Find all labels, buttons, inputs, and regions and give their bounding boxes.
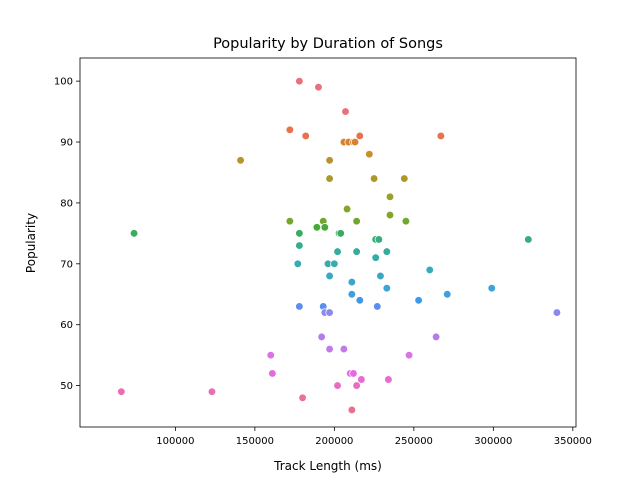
data-point xyxy=(369,174,379,183)
data-point xyxy=(382,247,391,256)
data-point xyxy=(285,125,295,135)
data-point xyxy=(325,156,334,165)
data-point xyxy=(266,351,275,360)
data-point xyxy=(207,387,217,396)
x-axis-label: Track Length (ms) xyxy=(273,459,382,473)
data-point xyxy=(355,296,364,305)
data-point xyxy=(295,302,304,311)
data-point xyxy=(295,241,304,250)
y-axis-label: Popularity xyxy=(24,213,38,273)
data-point xyxy=(385,210,395,220)
x-tick-label: 150000 xyxy=(236,436,274,447)
y-tick-label: 80 xyxy=(60,198,73,209)
data-point xyxy=(330,259,339,268)
data-point xyxy=(552,308,562,317)
data-point xyxy=(400,174,409,183)
data-point xyxy=(371,253,380,262)
y-tick-label: 50 xyxy=(60,381,73,392)
data-point xyxy=(268,369,277,378)
data-point xyxy=(404,351,414,360)
data-point xyxy=(333,381,342,390)
data-point xyxy=(382,284,391,293)
data-point xyxy=(350,137,360,147)
data-point xyxy=(373,302,382,311)
data-point xyxy=(352,381,361,390)
data-point xyxy=(325,344,334,354)
data-point xyxy=(298,393,307,402)
points-layer xyxy=(117,76,562,415)
data-point xyxy=(295,229,304,238)
data-point xyxy=(301,131,310,141)
y-tick-label: 90 xyxy=(60,138,73,149)
data-point xyxy=(117,387,126,396)
plot-frame xyxy=(79,57,577,428)
y-axis: 50 60 70 80 90 100 xyxy=(54,77,80,392)
data-point xyxy=(336,229,345,238)
data-point xyxy=(325,271,334,281)
y-tick-label: 70 xyxy=(60,259,73,270)
x-tick-label: 350000 xyxy=(554,436,592,447)
data-point xyxy=(401,217,411,226)
data-point xyxy=(341,107,350,116)
data-point xyxy=(385,192,395,201)
data-point xyxy=(320,223,329,232)
x-tick-label: 300000 xyxy=(474,436,512,447)
data-point xyxy=(425,265,434,275)
y-tick-label: 100 xyxy=(54,77,73,88)
x-tick-label: 100000 xyxy=(156,436,194,447)
data-point xyxy=(347,277,357,287)
data-point xyxy=(349,369,358,378)
x-tick-label: 250000 xyxy=(395,436,433,447)
data-point xyxy=(325,174,334,183)
data-point xyxy=(376,271,385,281)
data-point xyxy=(487,284,496,293)
data-point xyxy=(355,131,364,141)
data-point xyxy=(333,247,342,256)
data-point xyxy=(352,247,361,256)
data-point xyxy=(347,405,357,415)
y-tick-label: 60 xyxy=(60,320,73,331)
data-point xyxy=(129,229,139,238)
data-point xyxy=(339,344,349,354)
data-point xyxy=(293,259,302,268)
data-point xyxy=(384,375,393,384)
data-point xyxy=(314,83,323,92)
x-tick-label: 200000 xyxy=(315,436,353,447)
data-point xyxy=(443,290,452,299)
data-point xyxy=(317,332,326,342)
data-point xyxy=(352,217,361,226)
data-point xyxy=(365,150,374,159)
data-point xyxy=(524,235,533,244)
data-point xyxy=(312,223,322,232)
data-point xyxy=(374,235,384,244)
data-point xyxy=(295,76,304,86)
data-point xyxy=(342,204,352,214)
data-point xyxy=(325,308,334,317)
data-point xyxy=(236,156,245,165)
data-point xyxy=(414,296,423,305)
data-point xyxy=(357,375,366,384)
data-point xyxy=(347,290,357,299)
chart-title: Popularity by Duration of Songs xyxy=(213,36,443,52)
data-point xyxy=(436,131,446,141)
x-axis: 100000 150000 200000 250000 300000 350000 xyxy=(156,427,592,447)
data-point xyxy=(431,332,441,342)
data-point xyxy=(285,217,295,226)
